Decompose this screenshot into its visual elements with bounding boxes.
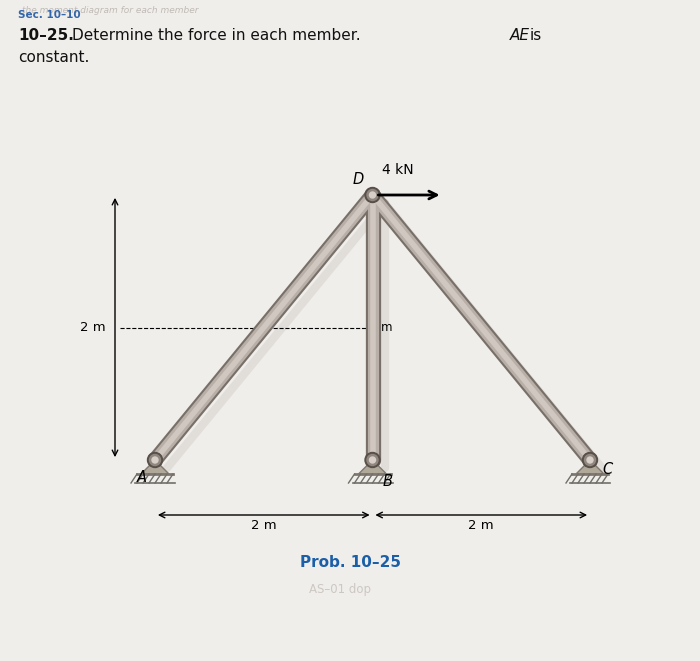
Polygon shape	[358, 460, 386, 474]
Text: the moment diagram for each member: the moment diagram for each member	[22, 6, 199, 15]
Text: AS–01 dop: AS–01 dop	[309, 583, 371, 596]
Text: 10–25.: 10–25.	[18, 28, 74, 43]
Text: Determine the force in each member.: Determine the force in each member.	[72, 28, 360, 43]
Polygon shape	[141, 460, 169, 474]
Text: 2 m: 2 m	[251, 519, 276, 532]
Circle shape	[584, 455, 596, 465]
Text: Prob. 10–25: Prob. 10–25	[300, 555, 400, 570]
Text: B: B	[382, 475, 393, 490]
Polygon shape	[576, 460, 604, 474]
Circle shape	[365, 453, 380, 467]
Text: C: C	[602, 463, 612, 477]
Circle shape	[148, 453, 162, 467]
Text: A: A	[137, 471, 147, 485]
Circle shape	[370, 457, 375, 463]
Text: is: is	[530, 28, 542, 43]
Circle shape	[367, 190, 378, 200]
Circle shape	[365, 188, 380, 202]
Circle shape	[582, 453, 598, 467]
Text: AE: AE	[510, 28, 530, 43]
Circle shape	[587, 457, 593, 463]
Text: constant.: constant.	[18, 50, 90, 65]
Text: 2 m: 2 m	[80, 321, 106, 334]
Text: D: D	[353, 171, 364, 186]
Circle shape	[370, 192, 375, 198]
Circle shape	[367, 455, 378, 465]
Text: m: m	[381, 321, 392, 334]
Circle shape	[152, 457, 158, 463]
Circle shape	[150, 455, 160, 465]
Text: 4 kN: 4 kN	[382, 163, 414, 177]
Text: Sec. 10–10: Sec. 10–10	[18, 10, 80, 20]
Text: 2 m: 2 m	[468, 519, 494, 532]
